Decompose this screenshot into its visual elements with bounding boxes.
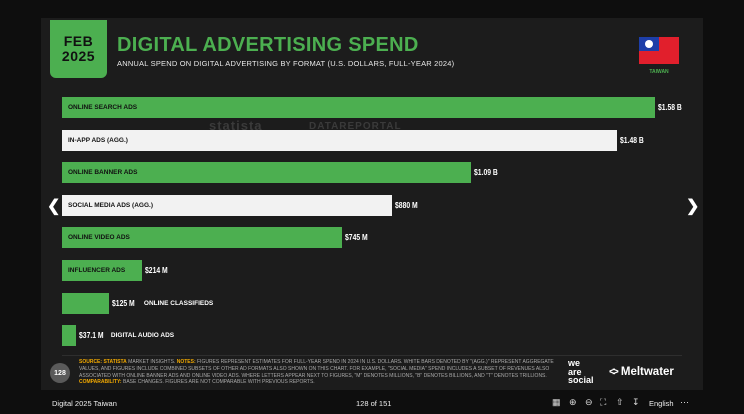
bar-row: SOCIAL MEDIA ADS (AGG.) $880 M — [62, 194, 692, 216]
bar-category-label: ONLINE BANNER ADS — [68, 169, 138, 177]
fullscreen-icon[interactable]: ⛶ — [600, 397, 607, 407]
grid-view-icon[interactable]: ▦ — [552, 397, 561, 407]
date-month: FEB — [63, 33, 94, 50]
bar-value-label: $1.58 B — [658, 103, 682, 112]
we-are-social-logo: we are social — [568, 359, 594, 385]
bar-value-label: $880 M — [395, 200, 418, 210]
bar: ONLINE BANNER ADS — [62, 162, 472, 184]
brand1-line3: social — [568, 375, 594, 386]
zoom-in-icon[interactable]: ⊕ — [569, 397, 577, 407]
source-name: STATISTA — [103, 359, 127, 365]
bar-row: ONLINE BANNER ADS $1.09 B — [62, 162, 692, 184]
page-indicator: 128 of 151 — [356, 399, 392, 408]
bar-row: $37.1 M DIGITAL AUDIO ADS — [62, 325, 692, 347]
bar-row: IN-APP ADS (AGG.) $1.48 B — [62, 129, 692, 151]
comparability-text: BASE CHANGES. FIGURES ARE NOT COMPARABLE… — [121, 379, 315, 386]
watermark-statista: statista — [209, 118, 263, 133]
bar-value-label: $1.09 B — [474, 168, 498, 178]
bar-row: $125 M ONLINE CLASSIFIEDS — [62, 292, 692, 314]
bar-category-label: INFLUENCER ADS — [68, 267, 126, 274]
bar: INFLUENCER ADS — [62, 260, 143, 281]
bar-value-label: $214 M — [145, 266, 168, 275]
bar-category-label: ONLINE SEARCH ADS — [68, 104, 138, 111]
bar-value-label: $745 M — [344, 233, 368, 243]
bar-row: ONLINE VIDEO ADS $745 M — [62, 227, 692, 249]
brand1-line1: we — [568, 358, 581, 368]
bar-value-label: $1.48 B — [620, 135, 645, 145]
meltwater-name: Meltwater — [620, 366, 674, 378]
bar-row: ONLINE SEARCH ADS $1.58 B — [62, 97, 692, 118]
bar — [62, 292, 109, 314]
source-label: SOURCE: — [79, 359, 103, 365]
country-label: TAIWAN — [649, 69, 669, 75]
brand1-line2: are — [568, 366, 582, 377]
share-icon[interactable]: ⇧ — [616, 397, 624, 407]
slide-subtitle: ANNUAL SPEND ON DIGITAL ADVERTISING BY F… — [117, 59, 455, 68]
bar-category-label: ONLINE CLASSIFIEDS — [143, 299, 214, 307]
date-badge: FEB 2025 — [50, 20, 107, 78]
date-year: 2025 — [61, 48, 96, 64]
bar-category-label: IN-APP ADS (AGG.) — [68, 136, 128, 144]
taiwan-flag-icon — [639, 37, 679, 64]
chevron-left-icon[interactable]: ❮ — [47, 198, 61, 215]
language-selector[interactable]: English — [649, 399, 674, 408]
meltwater-icon: <> — [609, 366, 619, 378]
bar: ONLINE VIDEO ADS — [62, 227, 342, 249]
viewer-top-border — [0, 0, 744, 18]
bar-category-label: ONLINE VIDEO ADS — [68, 234, 130, 242]
slide: FEB 2025 DIGITAL ADVERTISING SPEND ANNUA… — [41, 18, 703, 390]
bar — [62, 325, 76, 347]
bar: SOCIAL MEDIA ADS (AGG.) — [62, 194, 393, 216]
bar: IN-APP ADS (AGG.) — [62, 129, 618, 151]
document-title: Digital 2025 Taiwan — [52, 399, 117, 408]
download-icon[interactable]: ↧ — [632, 397, 640, 407]
chevron-right-icon[interactable]: ❯ — [686, 198, 700, 215]
footer-divider — [62, 355, 682, 356]
more-options-icon[interactable]: ⋯ — [680, 397, 689, 407]
notes-text: FIGURES REPRESENT ESTIMATES FOR FULL-YEA… — [79, 359, 554, 379]
bar-category-label: DIGITAL AUDIO ADS — [110, 332, 175, 340]
notes-label: NOTES: — [176, 359, 196, 365]
bar-value-label: $37.1 M — [78, 331, 104, 341]
source-notes: SOURCE: STATISTA MARKET INSIGHTS. NOTES:… — [79, 359, 559, 386]
bar-row: INFLUENCER ADS $214 M — [62, 260, 692, 281]
bar-value-label: $125 M — [111, 298, 135, 308]
watermark-datareportal: DATAREPORTAL — [309, 121, 402, 132]
slide-page-number: 128 — [50, 363, 70, 383]
meltwater-logo: <> Meltwater — [609, 366, 674, 378]
slide-title: DIGITAL ADVERTISING SPEND — [117, 34, 419, 56]
bar-category-label: SOCIAL MEDIA ADS (AGG.) — [68, 201, 153, 209]
source-text: MARKET INSIGHTS. — [126, 359, 177, 365]
comparability-label: COMPARABILITY: — [79, 379, 122, 386]
bar: ONLINE SEARCH ADS — [62, 97, 655, 118]
zoom-out-icon[interactable]: ⊖ — [585, 397, 593, 407]
viewer-bottom-bar: Digital 2025 Taiwan 128 of 151 ▦ ⊕ ⊖ ⛶ ⇧… — [0, 392, 744, 414]
